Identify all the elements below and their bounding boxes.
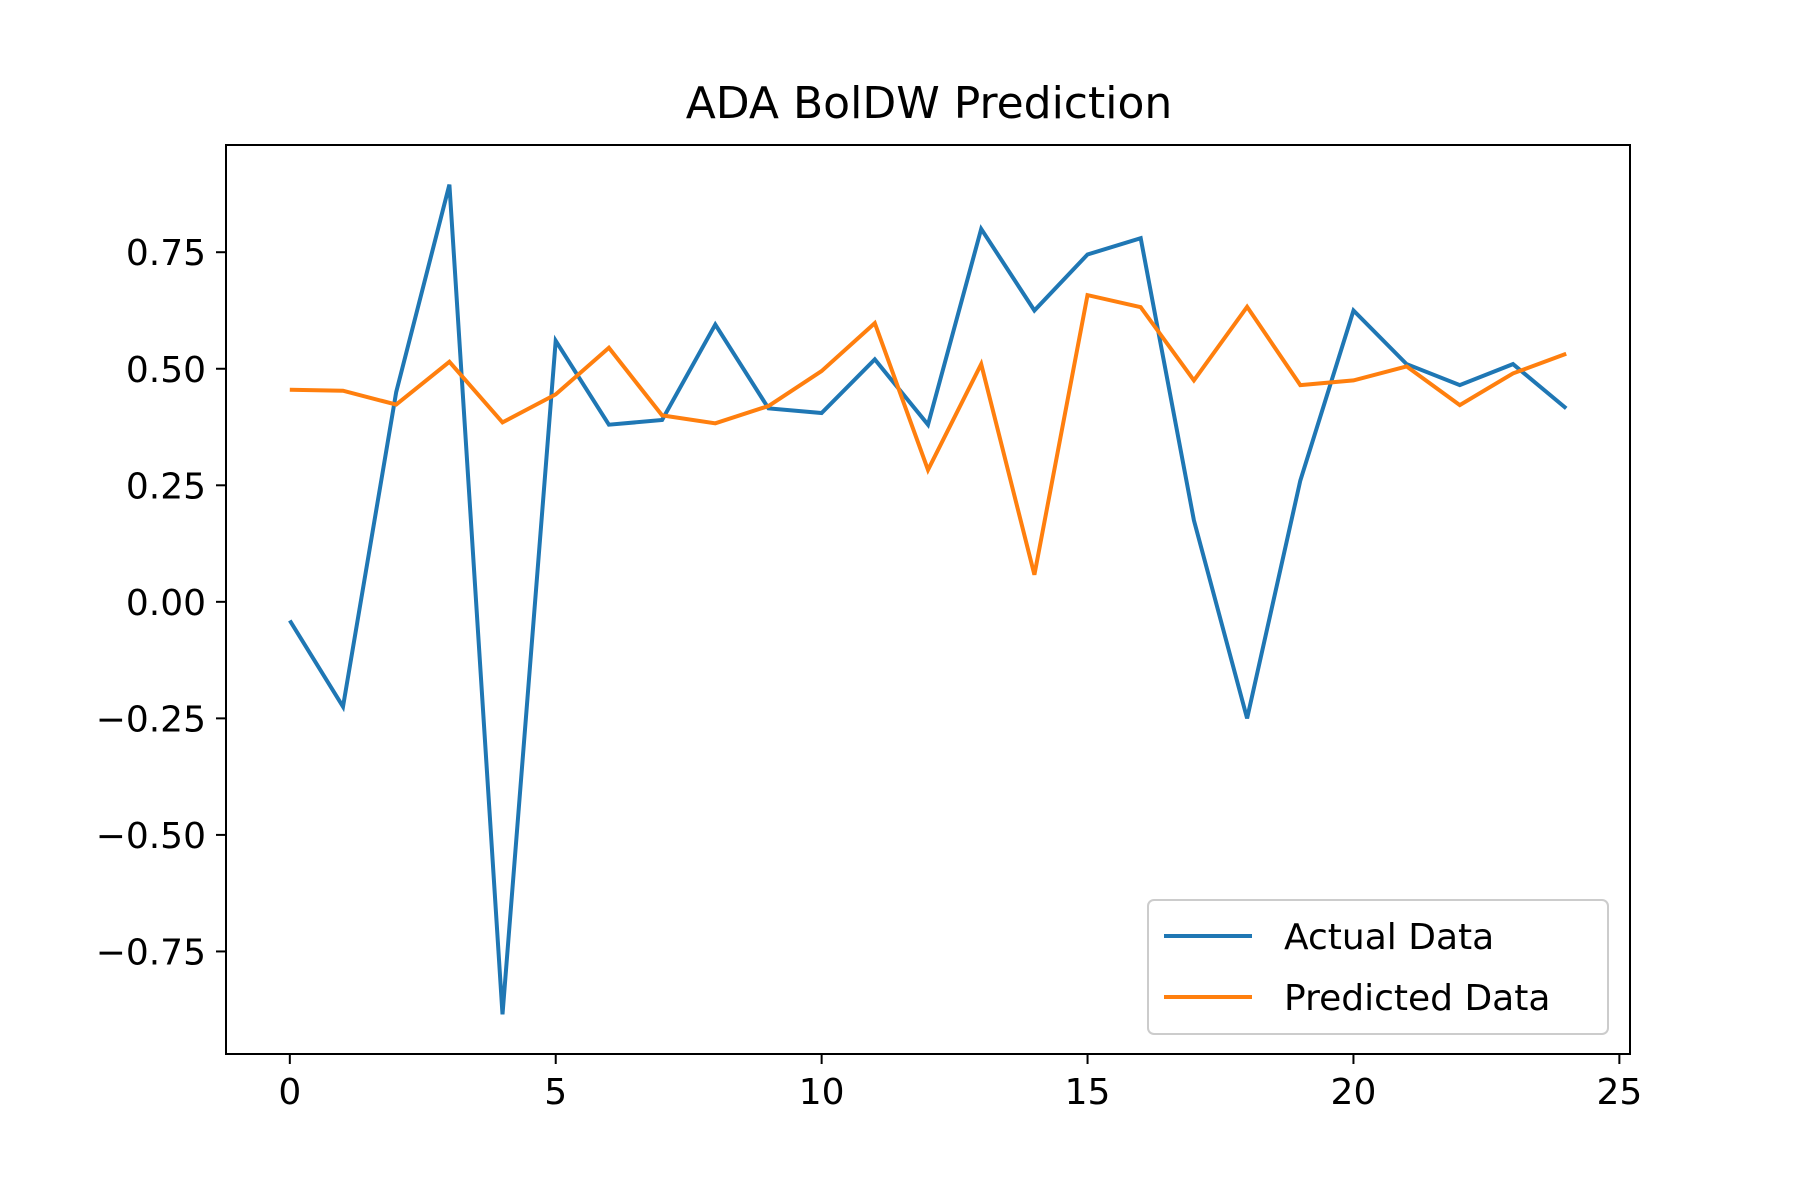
y-tick-label: 0.50 <box>126 350 206 391</box>
legend: Actual Data Predicted Data <box>1147 899 1609 1035</box>
series-layer <box>288 184 1568 1015</box>
plot-frame <box>225 144 1631 1055</box>
legend-label: Actual Data <box>1284 917 1494 958</box>
y-tick-label: 0.00 <box>126 583 206 624</box>
legend-label: Predicted Data <box>1284 978 1550 1019</box>
x-tick-label: 5 <box>544 1072 567 1113</box>
series-line-actual <box>288 184 1568 1015</box>
plot-area <box>225 144 1631 1055</box>
y-tick-label: −0.75 <box>96 932 206 973</box>
x-tick-label: 0 <box>278 1072 301 1113</box>
y-tick-label: −0.25 <box>96 699 206 740</box>
x-tick-label: 25 <box>1596 1072 1642 1113</box>
y-tick-label: 0.25 <box>126 466 206 507</box>
x-tick-label: 15 <box>1065 1072 1111 1113</box>
chart-title: ADA BolDW Prediction <box>686 78 1173 129</box>
x-tick-label: 10 <box>799 1072 845 1113</box>
x-axis: 0 5 10 15 20 25 <box>278 1054 1642 1113</box>
series-line-predicted <box>289 292 1567 576</box>
y-axis: 0.75 0.50 0.25 0.00 −0.25 −0.50 −0.75 <box>96 233 226 973</box>
y-tick-label: 0.75 <box>126 233 206 274</box>
y-tick-label: −0.50 <box>96 816 206 857</box>
legend-box <box>1147 899 1609 1035</box>
x-tick-label: 20 <box>1331 1072 1377 1113</box>
